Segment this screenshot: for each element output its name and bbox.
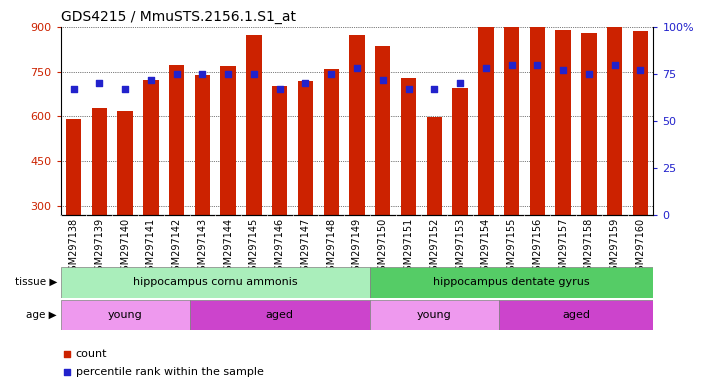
Point: [68, 86, 79, 92]
Text: GSM297158: GSM297158: [584, 217, 594, 277]
Point: [248, 71, 260, 77]
Bar: [349, 35, 365, 215]
Text: aged: aged: [266, 310, 293, 320]
Bar: [375, 46, 391, 215]
Text: age ▶: age ▶: [26, 310, 57, 320]
Text: GSM297151: GSM297151: [403, 217, 413, 277]
Point: [223, 71, 234, 77]
Text: GSM297149: GSM297149: [352, 217, 362, 276]
Point: [61, 369, 72, 375]
Bar: [498, 300, 653, 330]
Text: GSM297144: GSM297144: [223, 217, 233, 276]
Text: percentile rank within the sample: percentile rank within the sample: [76, 366, 263, 377]
Bar: [504, 18, 519, 215]
Point: [171, 71, 182, 77]
Text: GSM297140: GSM297140: [120, 217, 130, 276]
Text: GSM297141: GSM297141: [146, 217, 156, 276]
Text: young: young: [108, 310, 143, 320]
Bar: [323, 69, 339, 215]
Bar: [91, 108, 107, 215]
Text: GSM297152: GSM297152: [429, 217, 439, 277]
Bar: [370, 300, 498, 330]
Bar: [401, 78, 416, 215]
Text: young: young: [417, 310, 452, 320]
Bar: [117, 111, 133, 215]
Bar: [169, 65, 184, 215]
Text: GDS4215 / MmuSTS.2156.1.S1_at: GDS4215 / MmuSTS.2156.1.S1_at: [61, 10, 296, 25]
Text: aged: aged: [562, 310, 590, 320]
Bar: [221, 66, 236, 215]
Bar: [61, 300, 189, 330]
Bar: [478, 27, 493, 215]
Bar: [189, 300, 370, 330]
Point: [428, 86, 440, 92]
Point: [377, 76, 388, 83]
Text: GSM297160: GSM297160: [635, 217, 645, 276]
Point: [274, 86, 286, 92]
Text: GSM297142: GSM297142: [171, 217, 181, 277]
Bar: [246, 35, 261, 215]
Point: [454, 80, 466, 86]
Text: GSM297157: GSM297157: [558, 217, 568, 277]
Bar: [633, 31, 648, 215]
Bar: [530, 18, 545, 215]
Text: GSM297138: GSM297138: [69, 217, 79, 276]
Bar: [195, 75, 210, 215]
Bar: [607, 17, 623, 215]
Point: [480, 65, 491, 71]
Text: count: count: [76, 349, 107, 359]
Bar: [426, 117, 442, 215]
Point: [609, 61, 620, 68]
Bar: [555, 30, 571, 215]
Bar: [581, 33, 597, 215]
Point: [583, 71, 595, 77]
Text: GSM297154: GSM297154: [481, 217, 491, 277]
Point: [558, 67, 569, 73]
Point: [351, 65, 363, 71]
Bar: [370, 267, 653, 298]
Bar: [298, 81, 313, 215]
Point: [61, 351, 72, 357]
Point: [635, 67, 646, 73]
Bar: [272, 86, 288, 215]
Text: GSM297145: GSM297145: [249, 217, 259, 277]
Text: GSM297159: GSM297159: [610, 217, 620, 277]
Bar: [66, 119, 81, 215]
Text: tissue ▶: tissue ▶: [15, 277, 57, 287]
Text: GSM297153: GSM297153: [455, 217, 465, 277]
Text: GSM297155: GSM297155: [507, 217, 517, 277]
Point: [94, 80, 105, 86]
Bar: [143, 80, 159, 215]
Bar: [61, 267, 370, 298]
Text: GSM297156: GSM297156: [533, 217, 543, 277]
Point: [532, 61, 543, 68]
Point: [326, 71, 337, 77]
Text: hippocampus cornu ammonis: hippocampus cornu ammonis: [133, 277, 298, 287]
Point: [119, 86, 131, 92]
Bar: [453, 88, 468, 215]
Text: GSM297150: GSM297150: [378, 217, 388, 277]
Point: [145, 76, 156, 83]
Point: [300, 80, 311, 86]
Text: GSM297148: GSM297148: [326, 217, 336, 276]
Point: [506, 61, 518, 68]
Point: [196, 71, 208, 77]
Point: [403, 86, 414, 92]
Text: GSM297139: GSM297139: [94, 217, 104, 276]
Text: GSM297147: GSM297147: [301, 217, 311, 277]
Text: GSM297143: GSM297143: [197, 217, 207, 276]
Text: GSM297146: GSM297146: [275, 217, 285, 276]
Text: hippocampus dentate gyrus: hippocampus dentate gyrus: [433, 277, 590, 287]
